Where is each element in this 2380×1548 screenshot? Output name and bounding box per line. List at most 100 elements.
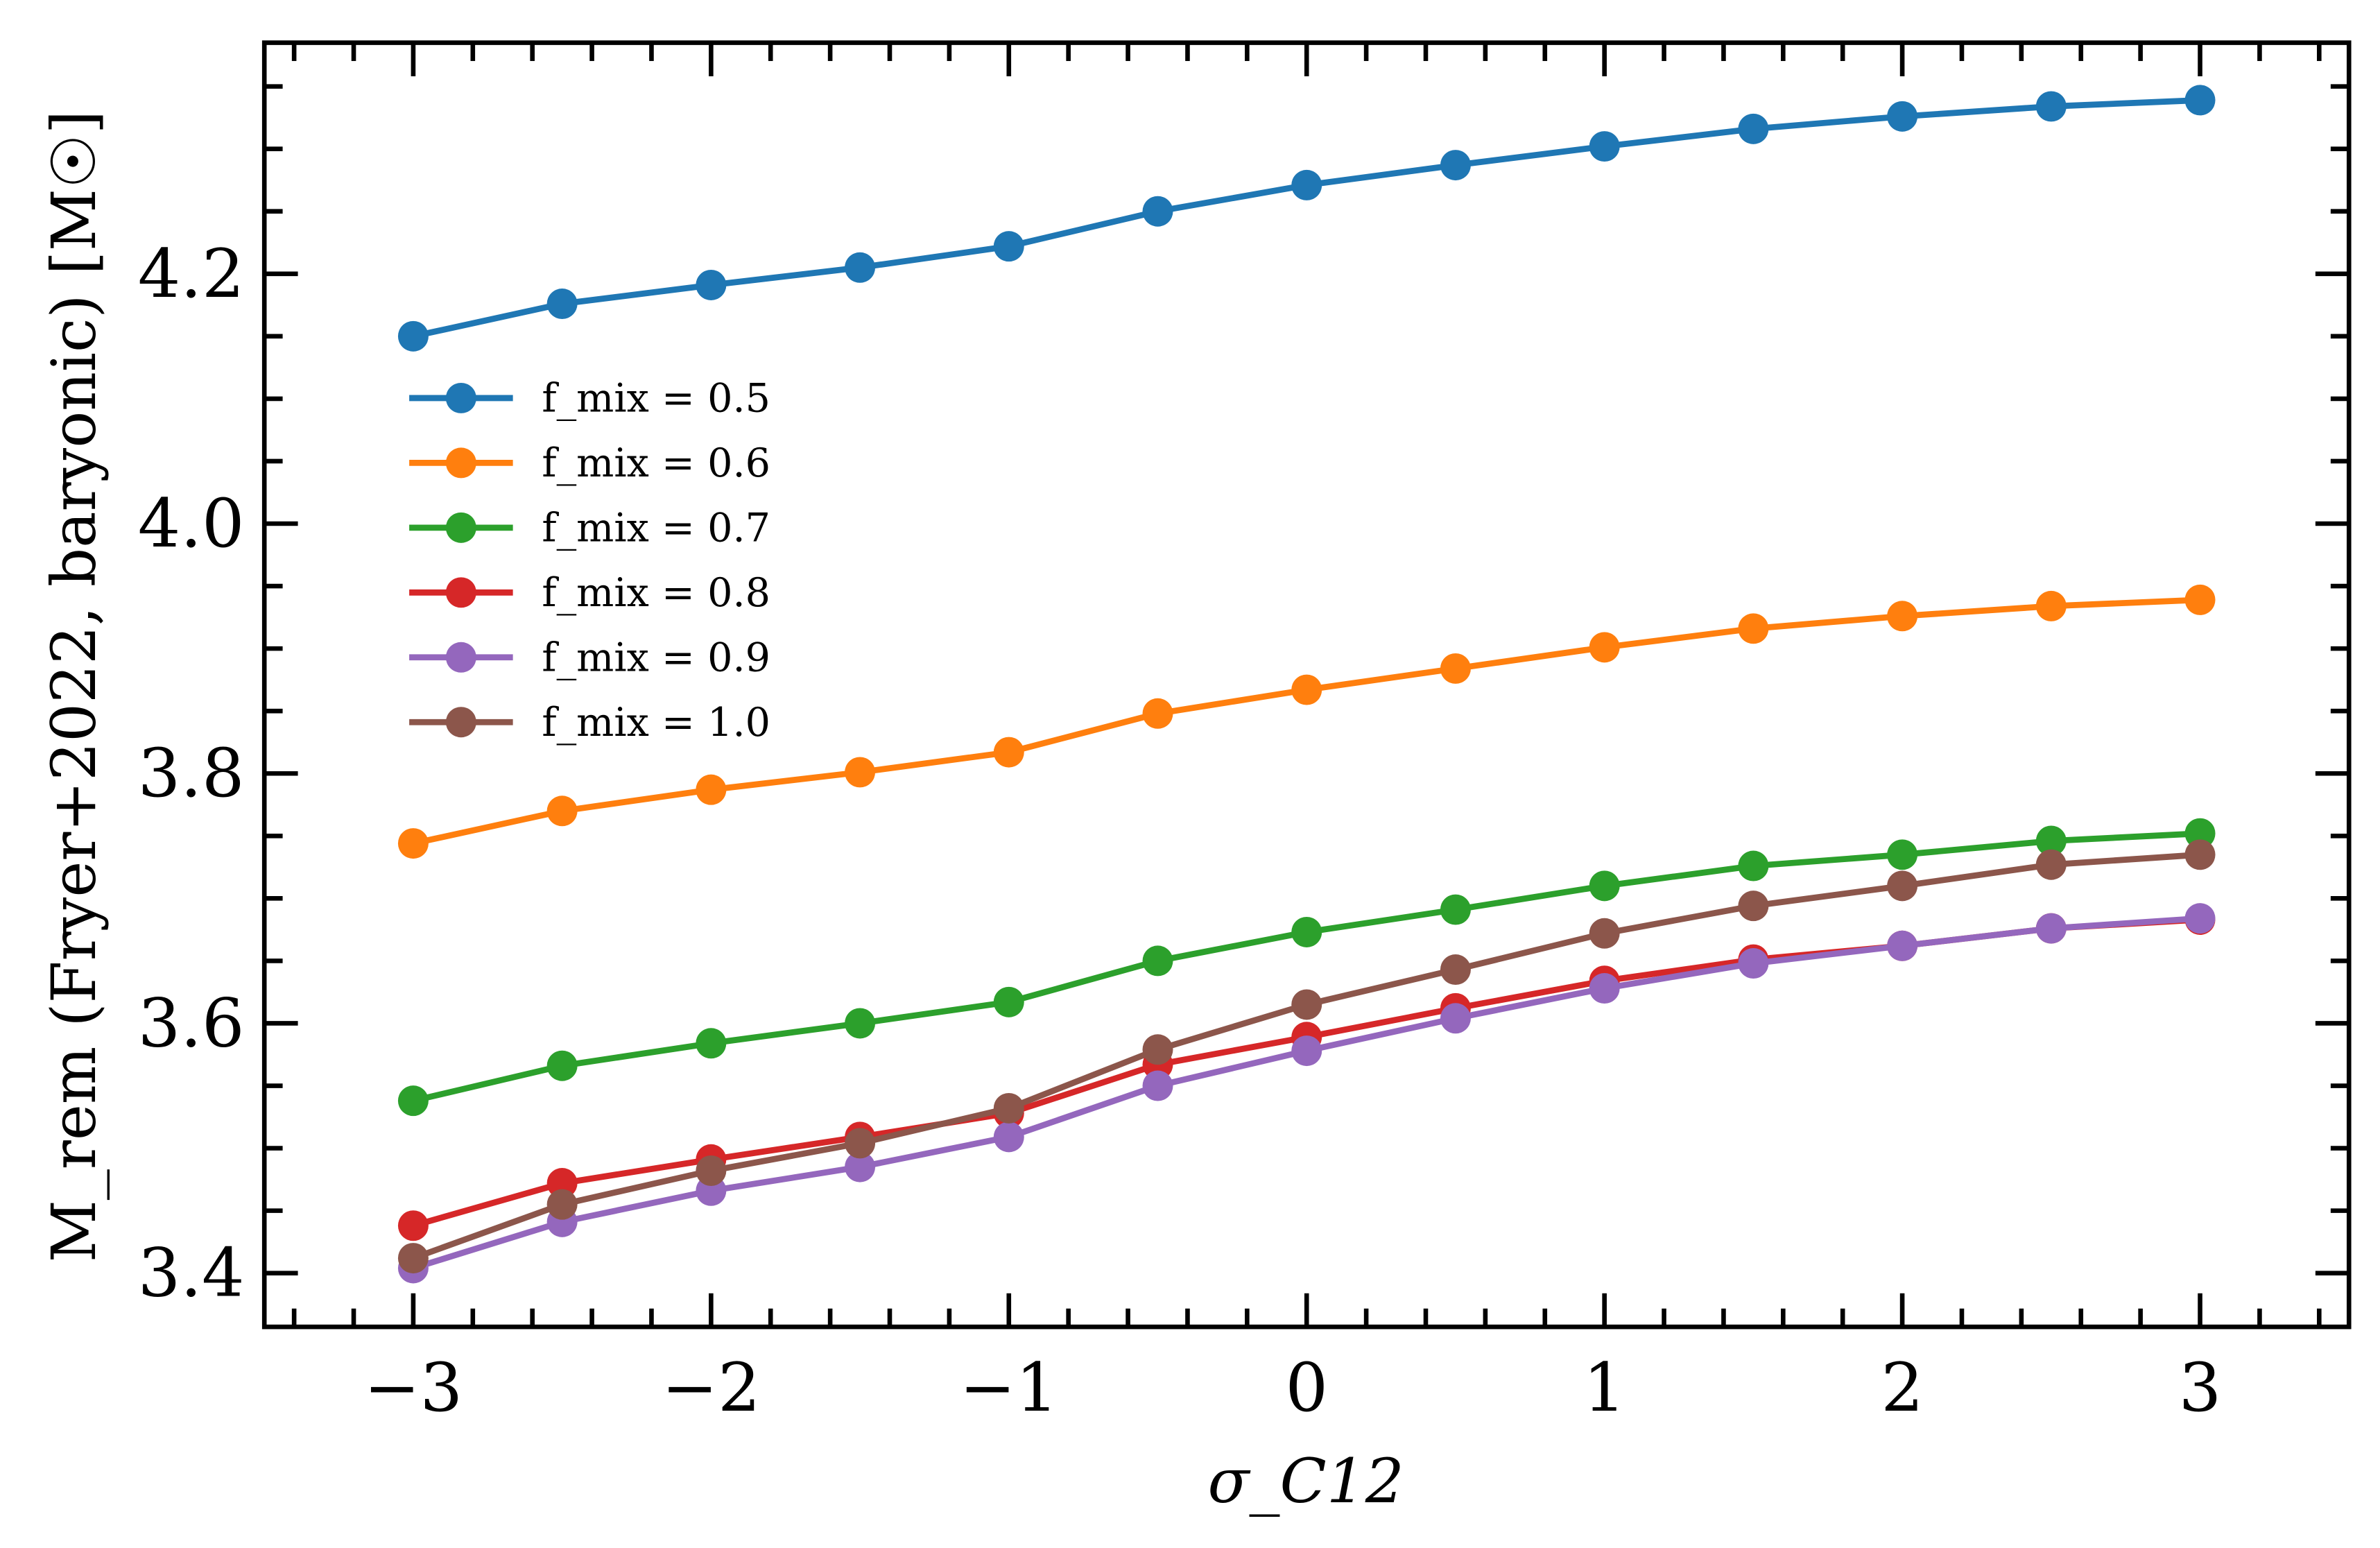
data-point	[1142, 1070, 1173, 1101]
data-point	[1142, 945, 1173, 977]
data-point	[1589, 632, 1620, 663]
y-tick-label: 4.0	[138, 484, 245, 562]
data-point	[546, 1050, 578, 1081]
y-tick-labels: 3.4 3.6 3.8 4.0 4.2	[138, 234, 245, 1312]
legend-marker	[445, 642, 476, 673]
data-point	[1738, 613, 1769, 644]
x-tick-label: 2	[1881, 1348, 1924, 1427]
legend-label: f_mix = 0.9	[542, 635, 770, 681]
legend-marker	[445, 577, 476, 608]
data-point	[1440, 894, 1471, 925]
legend-label: f_mix = 1.0	[542, 700, 770, 746]
y-tick-label: 4.2	[138, 234, 245, 313]
x-tick-label: 1	[1583, 1348, 1626, 1427]
legend-label: f_mix = 0.6	[542, 440, 770, 486]
x-tick-label: −2	[662, 1348, 761, 1427]
data-point	[2184, 85, 2216, 116]
x-tick-labels: −3 −2 −1 0 1 2 3	[364, 1348, 2222, 1427]
data-point	[1589, 918, 1620, 949]
data-point	[1440, 653, 1471, 684]
data-point	[2035, 849, 2067, 880]
data-point	[1887, 601, 1918, 632]
x-tick-label: −3	[364, 1348, 463, 1427]
series-line	[397, 904, 2216, 1241]
x-tick-label: −1	[959, 1348, 1058, 1427]
data-point	[845, 252, 876, 283]
data-point	[1887, 930, 1918, 961]
data-point	[1291, 916, 1322, 947]
data-point	[397, 1243, 429, 1274]
data-point	[2184, 903, 2216, 934]
data-point	[845, 1008, 876, 1039]
data-point	[397, 1210, 429, 1241]
data-point	[1291, 1035, 1322, 1067]
data-point	[993, 737, 1024, 768]
legend-marker	[445, 707, 476, 738]
data-point	[1440, 954, 1471, 986]
data-point	[845, 757, 876, 788]
y-tick-label: 3.6	[138, 983, 245, 1062]
data-point	[1291, 674, 1322, 705]
y-axis-label: M_rem (Fryer+2022, baryonic) [M☉]	[38, 110, 110, 1262]
data-point	[696, 270, 727, 300]
data-point	[397, 1085, 429, 1117]
data-point	[1142, 196, 1173, 227]
data-point	[845, 1151, 876, 1182]
data-point	[993, 986, 1024, 1017]
legend: f_mix = 0.5 f_mix = 0.6 f_mix = 0.7 f_mix =…	[409, 376, 770, 746]
data-point	[696, 1155, 727, 1186]
data-point	[1887, 870, 1918, 902]
data-point	[696, 774, 727, 805]
legend-label: f_mix = 0.5	[542, 376, 770, 422]
data-point	[1291, 169, 1322, 200]
series-line	[397, 584, 2216, 859]
data-point	[2035, 913, 2067, 944]
data-point	[1589, 973, 1620, 1004]
data-point	[2035, 590, 2067, 621]
x-tick-label: 0	[1285, 1348, 1328, 1427]
data-point	[397, 320, 429, 352]
data-point	[397, 828, 429, 859]
data-point	[2184, 584, 2216, 615]
data-point	[1887, 101, 1918, 132]
legend-label: f_mix = 0.7	[542, 506, 770, 551]
y-tick-label: 3.8	[138, 734, 245, 812]
legend-marker	[445, 447, 476, 479]
data-point	[546, 1168, 578, 1199]
data-point	[2035, 91, 2067, 122]
series-group	[397, 85, 2216, 1284]
data-point	[1142, 698, 1173, 729]
axis-ticks	[264, 42, 2349, 1327]
data-point	[1738, 891, 1769, 922]
data-point	[1738, 948, 1769, 979]
legend-marker	[445, 382, 476, 413]
series-path	[412, 915, 2200, 1271]
series-path	[412, 97, 2200, 340]
data-point	[993, 231, 1024, 262]
plot-frame	[261, 40, 2352, 1330]
data-point	[2184, 839, 2216, 870]
series-line	[397, 818, 2216, 1117]
data-point	[1738, 113, 1769, 144]
data-point	[546, 796, 578, 827]
y-tick-label: 3.4	[138, 1234, 245, 1312]
data-point	[1738, 850, 1769, 882]
data-point	[2184, 818, 2216, 849]
x-axis-label: σ_C12	[1208, 1445, 1404, 1517]
data-point	[1440, 150, 1471, 181]
data-point	[1589, 131, 1620, 162]
data-point	[1291, 989, 1322, 1020]
data-point	[1887, 839, 1918, 870]
data-point	[993, 1092, 1024, 1124]
x-tick-label: 3	[2179, 1348, 2222, 1427]
data-point	[1589, 870, 1620, 902]
data-point	[1440, 1003, 1471, 1034]
data-point	[1142, 1034, 1173, 1065]
legend-label: f_mix = 0.8	[542, 570, 770, 616]
series-line	[397, 839, 2216, 1274]
data-point	[546, 1189, 578, 1220]
data-point	[696, 1028, 727, 1059]
data-point	[993, 1121, 1024, 1153]
series-line	[397, 85, 2216, 352]
